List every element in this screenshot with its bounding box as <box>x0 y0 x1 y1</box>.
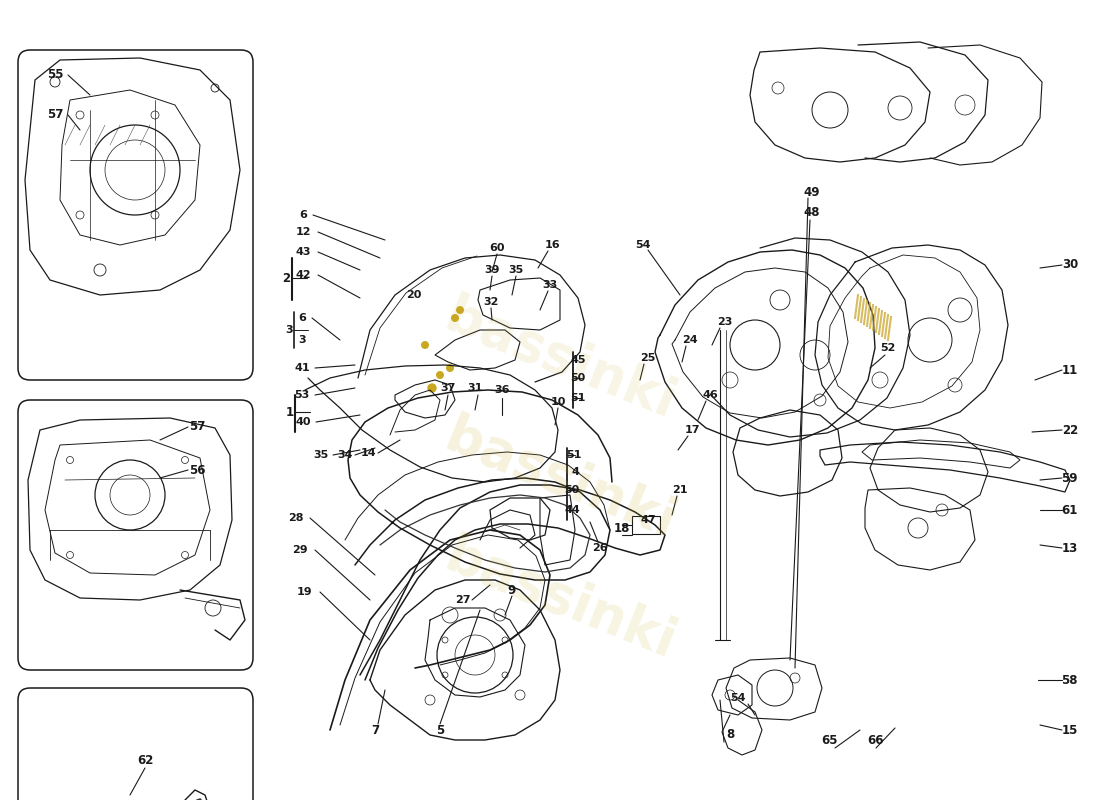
Text: 3: 3 <box>298 335 306 345</box>
Text: 52: 52 <box>880 343 895 353</box>
Text: 61: 61 <box>1062 503 1078 517</box>
Text: 21: 21 <box>672 485 688 495</box>
Text: 40: 40 <box>295 417 310 427</box>
Text: 54: 54 <box>730 693 746 703</box>
Text: 29: 29 <box>293 545 308 555</box>
Text: 30: 30 <box>1062 258 1078 271</box>
Text: 25: 25 <box>640 353 656 363</box>
Text: 5: 5 <box>436 723 444 737</box>
Text: 57: 57 <box>189 421 206 434</box>
Text: 49: 49 <box>804 186 821 198</box>
Text: 53: 53 <box>295 390 309 400</box>
Text: 34: 34 <box>338 450 353 460</box>
Text: 41: 41 <box>294 363 310 373</box>
Circle shape <box>428 384 436 392</box>
Text: 14: 14 <box>360 448 376 458</box>
Text: 32: 32 <box>483 297 498 307</box>
Text: 19: 19 <box>297 587 312 597</box>
Text: 8: 8 <box>726 729 734 742</box>
Text: 57: 57 <box>47 109 63 122</box>
Text: bassinki: bassinki <box>437 290 683 430</box>
Text: 54: 54 <box>636 240 651 250</box>
Text: 31: 31 <box>468 383 483 393</box>
Text: 55: 55 <box>46 69 64 82</box>
Text: 18: 18 <box>614 522 630 534</box>
Text: 50: 50 <box>564 485 580 495</box>
Text: 44: 44 <box>564 505 580 515</box>
Text: 46: 46 <box>702 390 718 400</box>
Text: 9: 9 <box>508 583 516 597</box>
Text: 65: 65 <box>822 734 838 746</box>
Text: 28: 28 <box>288 513 304 523</box>
Text: 66: 66 <box>868 734 884 746</box>
Circle shape <box>436 371 444 379</box>
Text: 22: 22 <box>1062 423 1078 437</box>
Circle shape <box>428 384 436 392</box>
Text: 3: 3 <box>285 325 293 335</box>
Text: 6: 6 <box>298 313 306 323</box>
Text: 1: 1 <box>286 406 294 418</box>
Text: bassinki: bassinki <box>437 410 683 550</box>
Text: 39: 39 <box>484 265 499 275</box>
Text: 12: 12 <box>295 227 310 237</box>
Text: 15: 15 <box>1062 723 1078 737</box>
Text: 13: 13 <box>1062 542 1078 554</box>
Text: 51: 51 <box>570 393 585 403</box>
Text: 42: 42 <box>295 270 311 280</box>
Text: 10: 10 <box>550 397 565 407</box>
Text: 37: 37 <box>440 383 455 393</box>
Text: 16: 16 <box>544 240 560 250</box>
Text: 4: 4 <box>571 467 579 477</box>
Circle shape <box>446 364 454 372</box>
Text: 60: 60 <box>490 243 505 253</box>
Text: 27: 27 <box>455 595 471 605</box>
Text: 56: 56 <box>189 463 206 477</box>
Text: 58: 58 <box>1062 674 1078 686</box>
Text: 23: 23 <box>717 317 733 327</box>
Text: 51: 51 <box>566 450 582 460</box>
Text: 35: 35 <box>314 450 329 460</box>
Bar <box>632 516 660 534</box>
Text: 47: 47 <box>640 515 656 525</box>
Text: 20: 20 <box>406 290 421 300</box>
Text: 24: 24 <box>682 335 697 345</box>
Text: 36: 36 <box>494 385 509 395</box>
Circle shape <box>451 314 459 322</box>
Text: 33: 33 <box>542 280 558 290</box>
Text: 45: 45 <box>570 355 585 365</box>
Text: 26: 26 <box>592 543 608 553</box>
Text: 2: 2 <box>282 271 290 285</box>
Text: 48: 48 <box>804 206 821 218</box>
Text: 62: 62 <box>136 754 153 766</box>
Text: 11: 11 <box>1062 363 1078 377</box>
Circle shape <box>421 341 429 349</box>
Text: 7: 7 <box>371 723 380 737</box>
Text: 35: 35 <box>508 265 524 275</box>
Text: 50: 50 <box>571 373 585 383</box>
Text: bassinki: bassinki <box>437 530 683 670</box>
Text: 17: 17 <box>684 425 700 435</box>
Text: 43: 43 <box>295 247 310 257</box>
Text: 6: 6 <box>299 210 307 220</box>
Text: 59: 59 <box>1062 471 1078 485</box>
Circle shape <box>456 306 464 314</box>
